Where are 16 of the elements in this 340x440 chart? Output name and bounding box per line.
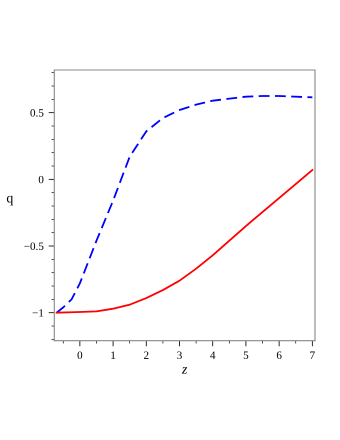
x-tick-label: 7 bbox=[310, 352, 315, 359]
x-tick-label: 0 bbox=[78, 351, 82, 359]
x-tick-label: 5 bbox=[244, 352, 248, 359]
x-tick-label: 1 bbox=[111, 351, 116, 359]
line-series bbox=[56, 95, 314, 314]
x-tick-label: 3 bbox=[177, 351, 182, 359]
x-tick-label: 2 bbox=[144, 351, 148, 359]
y-tick-label: −1 bbox=[32, 309, 44, 317]
y-axis-title: q bbox=[6, 196, 14, 206]
y-tick-label: 0.5 bbox=[30, 109, 44, 117]
line-series bbox=[56, 169, 314, 314]
x-tick-label: 4 bbox=[210, 352, 216, 359]
y-tick-label: 0 bbox=[38, 176, 44, 184]
x-tick-label: 6 bbox=[276, 351, 282, 359]
x-axis-title: z bbox=[182, 367, 188, 374]
y-tick-label: −0.5 bbox=[24, 242, 44, 250]
